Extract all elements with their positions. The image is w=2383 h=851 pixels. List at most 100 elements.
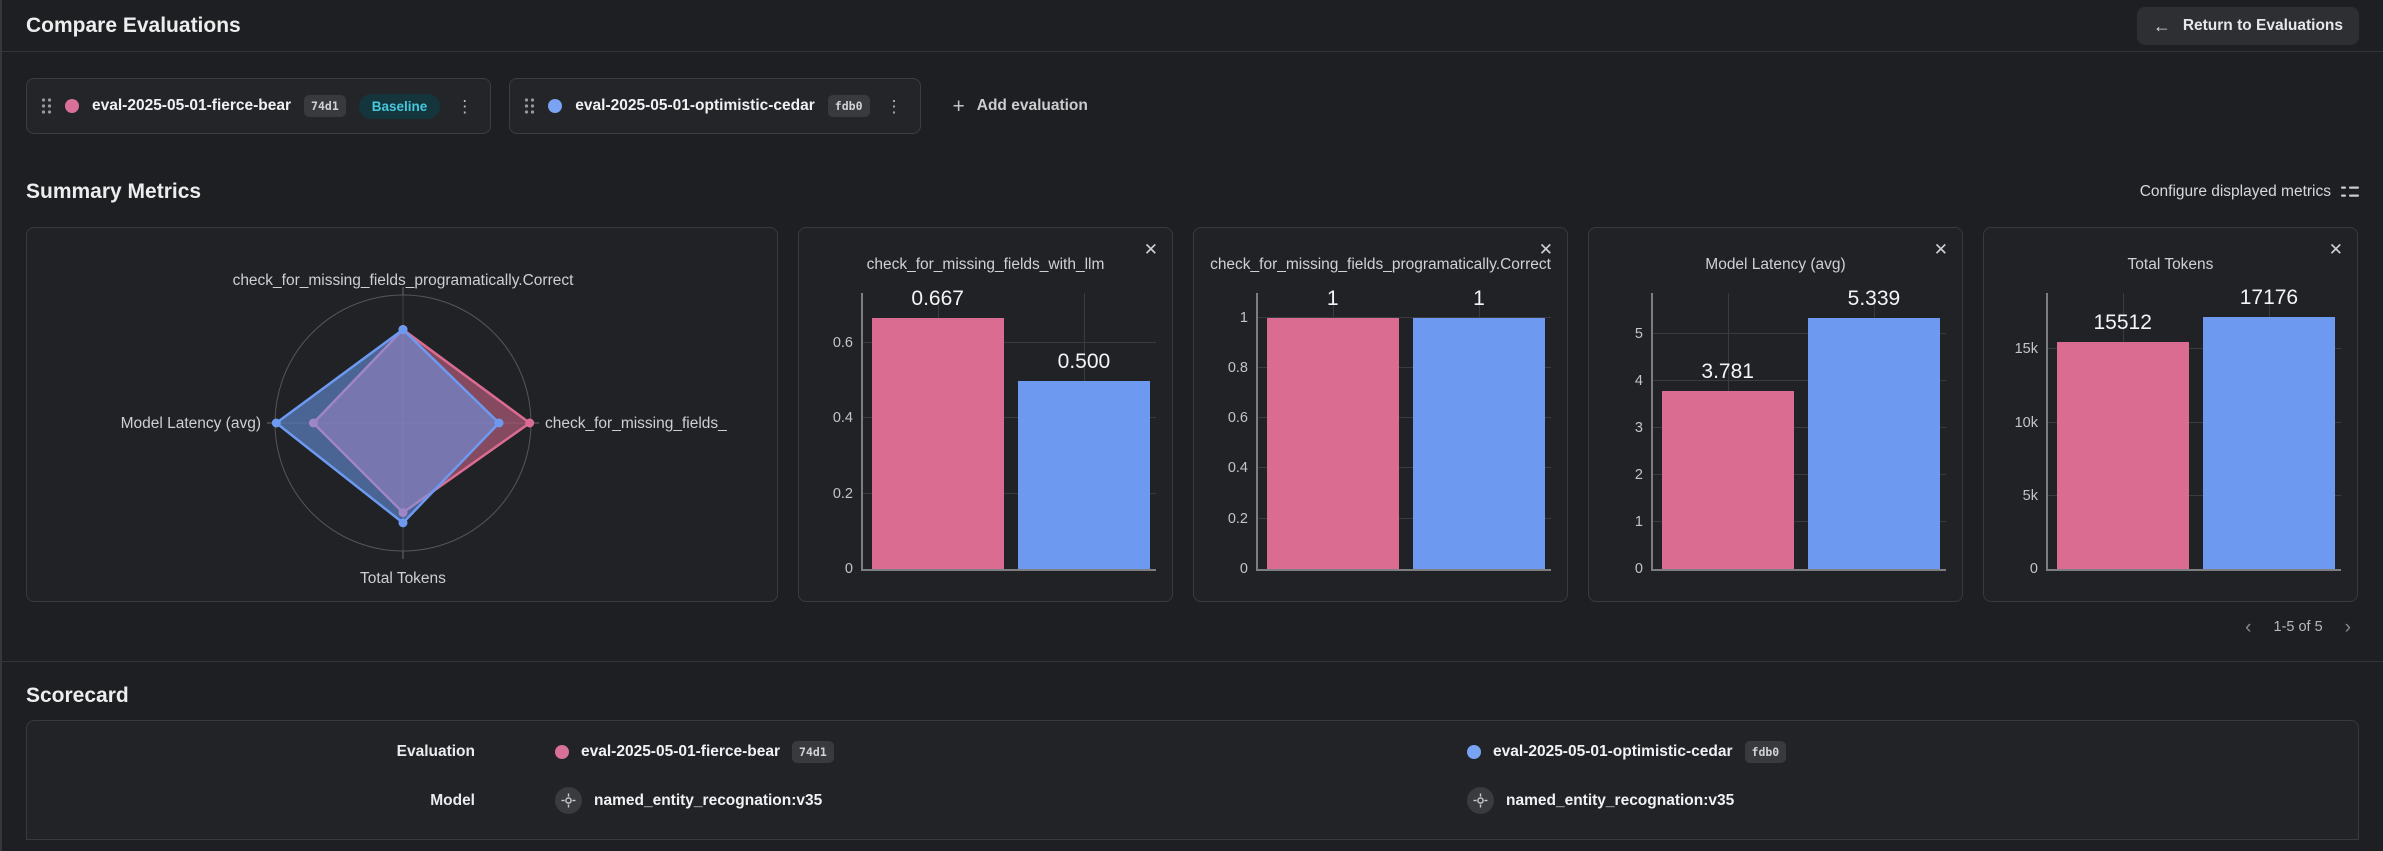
svg-text:check_for_missing_fields_: check_for_missing_fields_ bbox=[545, 415, 727, 432]
axis-tick-label: 0.4 bbox=[832, 410, 853, 427]
gridline bbox=[2048, 494, 2341, 496]
evaluation-name: eval-2025-05-01-optimistic-cedar bbox=[575, 97, 815, 114]
bar bbox=[871, 317, 1004, 569]
page-title: Compare Evaluations bbox=[26, 13, 241, 37]
bar-plot: 0 0.2 0.4 0.6 0.8 1 1 1 bbox=[1228, 287, 1551, 577]
scorecard-evaluation-row: Evaluation eval-2025-05-01-fierce-bear 7… bbox=[27, 727, 2358, 776]
model-icon bbox=[555, 787, 582, 814]
metric-card: ✕ check_for_missing_fields_programaticall… bbox=[1193, 227, 1568, 602]
model-icon bbox=[1467, 787, 1494, 814]
axis-tick-label: 0 bbox=[2029, 561, 2038, 577]
close-icon[interactable]: ✕ bbox=[1930, 236, 1952, 264]
evaluation-hash-badge: 74d1 bbox=[792, 740, 834, 763]
svg-text:Model Latency (avg): Model Latency (avg) bbox=[121, 415, 261, 432]
evaluation-name: eval-2025-05-01-fierce-bear bbox=[581, 742, 781, 760]
radar-metric-card: check_for_missing_fields_programatically… bbox=[26, 227, 778, 602]
metric-card: ✕ Model Latency (avg) 0 1 2 3 4 5 3.781 5.339 bbox=[1588, 227, 1963, 602]
axis-tick-label: 2 bbox=[1634, 466, 1643, 483]
axis-tick-label: 0 bbox=[1239, 561, 1248, 577]
bar-plot: 0 1 2 3 4 5 3.781 5.339 bbox=[1635, 287, 1946, 577]
evaluation-chip[interactable]: eval-2025-05-01-optimistic-cedar fdb0 ⋮ bbox=[509, 78, 921, 134]
bar-value-label: 15512 bbox=[2093, 310, 2152, 334]
evaluation-chip[interactable]: eval-2025-05-01-fierce-bear 74d1 Baseline ⋮ bbox=[26, 78, 492, 134]
gridline bbox=[1653, 332, 1946, 334]
scorecard-model-row: Model named_entity_recognation:v35 bbox=[27, 776, 2358, 825]
metric-card: ✕ check_for_missing_fields_with_llm 0 0.2 0.… bbox=[798, 227, 1173, 602]
bar-plot: 0 0.2 0.4 0.6 0.667 0.500 bbox=[833, 287, 1156, 577]
gridline bbox=[1258, 417, 1551, 419]
add-evaluation-label: Add evaluation bbox=[976, 97, 1088, 114]
bar bbox=[1412, 317, 1545, 569]
gridline bbox=[1653, 520, 1946, 522]
eval-color-dot bbox=[65, 99, 79, 113]
model-row-label: Model bbox=[430, 791, 475, 809]
axis-tick-label: 1 bbox=[1239, 309, 1248, 326]
bar-plot: 0 5k 10k 15k 15512 17176 bbox=[2015, 286, 2341, 577]
baseline-badge: Baseline bbox=[358, 93, 441, 119]
chart-title: check_for_missing_fields_with_llm bbox=[866, 256, 1105, 273]
bar bbox=[2056, 341, 2189, 569]
configure-displayed-metrics-button[interactable]: Configure displayed metrics bbox=[2140, 183, 2359, 201]
chart-title: check_for_missing_fields_programatically… bbox=[1210, 256, 1551, 273]
gridline bbox=[863, 417, 1156, 419]
bar bbox=[1661, 391, 1794, 569]
kebab-menu-icon[interactable]: ⋮ bbox=[885, 96, 903, 116]
add-evaluation-button[interactable]: + Add evaluation bbox=[939, 86, 1102, 127]
axis-tick-label: 3 bbox=[1634, 419, 1643, 436]
scorecard-table: Evaluation eval-2025-05-01-fierce-bear 7… bbox=[26, 720, 2359, 840]
scorecard-evaluation-left: eval-2025-05-01-fierce-bear 74d1 bbox=[513, 740, 1425, 763]
bar-value-label: 5.339 bbox=[1847, 286, 1901, 310]
drag-handle-icon[interactable] bbox=[524, 97, 535, 115]
evaluation-name: eval-2025-05-01-fierce-bear bbox=[92, 97, 292, 114]
eval-color-dot bbox=[555, 744, 569, 759]
model-name: named_entity_recognation:v35 bbox=[594, 791, 823, 809]
model-name: named_entity_recognation:v35 bbox=[1506, 791, 1735, 809]
next-page-icon[interactable]: › bbox=[2341, 616, 2355, 639]
bar-value-label: 17176 bbox=[2239, 286, 2299, 310]
bar-value-label: 3.781 bbox=[1701, 360, 1754, 384]
drag-handle-icon[interactable] bbox=[41, 97, 52, 115]
evaluations-bar: eval-2025-05-01-fierce-bear 74d1 Baseline ⋮… bbox=[2, 78, 2383, 134]
gridline bbox=[1653, 473, 1946, 475]
bar bbox=[1017, 380, 1150, 569]
axis-tick-label: 0.4 bbox=[1227, 460, 1248, 477]
close-icon[interactable]: ✕ bbox=[1140, 236, 1162, 264]
svg-text:check_for_missing_fields_progr: check_for_missing_fields_programatically… bbox=[233, 272, 575, 289]
scorecard-model-left: named_entity_recognation:v35 bbox=[513, 787, 1425, 814]
evaluation-row-label: Evaluation bbox=[396, 742, 475, 760]
scorecard-model-right: named_entity_recognation:v35 bbox=[1425, 787, 2358, 814]
return-button-label: Return to Evaluations bbox=[2182, 16, 2343, 34]
axis-tick-label: 15k bbox=[2014, 341, 2038, 358]
evaluation-hash-badge: fdb0 bbox=[827, 95, 870, 117]
metric-card: ✕ Total Tokens 0 5k 10k 15k 15512 17176 bbox=[1983, 227, 2358, 602]
kebab-menu-icon[interactable]: ⋮ bbox=[456, 96, 474, 116]
bar bbox=[1807, 317, 1940, 569]
plus-icon: + bbox=[952, 94, 965, 118]
gridline bbox=[863, 342, 1156, 344]
back-arrow-icon: ← bbox=[2152, 15, 2171, 36]
scorecard-evaluation-right: eval-2025-05-01-optimistic-cedar fdb0 bbox=[1425, 740, 2358, 763]
app-header: Compare Evaluations ← Return to Evaluati… bbox=[2, 0, 2383, 52]
gridline bbox=[1258, 467, 1551, 469]
gridline bbox=[1258, 517, 1551, 519]
close-icon[interactable]: ✕ bbox=[1535, 236, 1557, 264]
summary-metrics-title: Summary Metrics bbox=[26, 180, 202, 203]
axis-tick-label: 0.2 bbox=[1227, 510, 1248, 527]
close-icon[interactable]: ✕ bbox=[2325, 236, 2347, 264]
gridline bbox=[863, 492, 1156, 494]
bar-value-label: 0.500 bbox=[1057, 349, 1111, 373]
evaluation-hash-badge: fdb0 bbox=[1744, 740, 1787, 763]
section-divider bbox=[2, 661, 2383, 662]
summary-metrics-header: Summary Metrics Configure displayed metr… bbox=[2, 180, 2383, 204]
axis-tick-label: 0.6 bbox=[1227, 410, 1248, 427]
svg-text:Total Tokens: Total Tokens bbox=[360, 570, 446, 587]
bar-value-label: 0.667 bbox=[911, 286, 964, 310]
axis-tick-label: 10k bbox=[2014, 414, 2038, 431]
return-to-evaluations-button[interactable]: ← Return to Evaluations bbox=[2136, 6, 2359, 45]
axis-tick-label: 4 bbox=[1634, 372, 1643, 389]
chart-title: Total Tokens bbox=[2127, 256, 2214, 273]
previous-page-icon[interactable]: ‹ bbox=[2241, 616, 2255, 639]
bar-value-label: 1 bbox=[1473, 286, 1485, 310]
axis-tick-label: 0.8 bbox=[1227, 359, 1248, 376]
